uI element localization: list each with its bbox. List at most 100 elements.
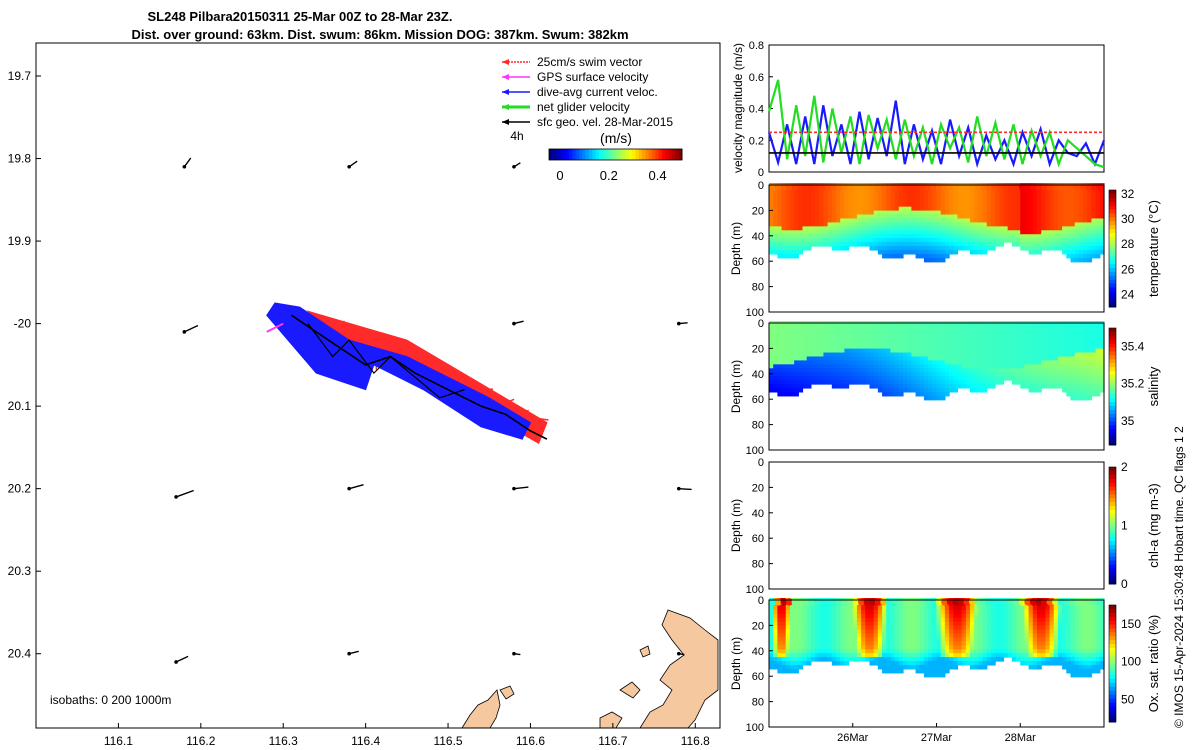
oxygen-cell — [965, 629, 971, 635]
temperature-colorbar-cell — [1109, 287, 1116, 292]
chl-colorbar-cell — [1109, 556, 1116, 562]
temperature-cell — [932, 210, 938, 216]
salinity-cell — [1053, 344, 1059, 350]
oxygen-cell — [769, 613, 774, 619]
oxygen-cell — [1095, 605, 1101, 611]
temperature-cell — [877, 214, 883, 220]
salinity-cell — [848, 356, 854, 362]
salinity-cell — [823, 376, 829, 381]
temperature-cell — [773, 218, 778, 224]
salinity-cell — [898, 336, 904, 342]
temperature-colorbar-cell — [1109, 201, 1116, 207]
salinity-cell — [886, 364, 892, 369]
temperature-cell — [1095, 230, 1101, 235]
oxygen-cell — [944, 664, 950, 670]
oxygen-cell — [995, 633, 1000, 639]
temperature-cell — [944, 234, 950, 239]
temperature-cell — [794, 202, 799, 208]
temperature-cell — [882, 202, 887, 208]
salinity-cell — [928, 344, 933, 350]
chl-colorbar-cell — [1109, 580, 1116, 585]
temperature-cell — [999, 222, 1005, 227]
salinity-colorbar-cell — [1109, 437, 1116, 442]
oxygen-cell — [923, 645, 929, 650]
oxygen-cell — [815, 613, 820, 619]
salinity-cell — [890, 372, 896, 377]
oxygen-cell — [789, 645, 795, 650]
salinity-cell — [911, 376, 917, 381]
temperature-cell — [970, 249, 975, 255]
temperature-cell — [1078, 242, 1084, 247]
oxygen-cell — [1037, 605, 1042, 611]
oxygen-cell — [911, 664, 917, 670]
oxygen-cell — [882, 641, 887, 646]
salinity-cell — [919, 387, 925, 393]
salinity-cell — [894, 328, 900, 334]
temperature-cell — [815, 222, 820, 227]
oxygen-cell — [823, 633, 829, 639]
temperature-cell — [1083, 257, 1088, 263]
salinity-cell — [856, 356, 862, 362]
salinity-cell — [877, 336, 883, 342]
salinity-cell — [986, 372, 992, 377]
oxygen-cell — [995, 613, 1000, 619]
temperature-cell — [781, 234, 787, 239]
oxygen-cell — [886, 645, 892, 650]
salinity-cell — [982, 372, 988, 377]
oxygen-cell — [777, 657, 783, 662]
temperature-cell — [886, 246, 892, 251]
temperature-cell — [827, 194, 833, 200]
oxygen-cell — [1020, 621, 1026, 627]
oxygen-cell — [999, 653, 1005, 658]
oxygen-cell — [1091, 637, 1097, 642]
salinity-cell — [831, 376, 837, 381]
salinity-cell — [781, 376, 787, 381]
temperature-cell — [1028, 206, 1034, 212]
oxygen-cell — [970, 609, 975, 615]
temperature-cell — [1087, 210, 1093, 216]
oxygen-cell — [919, 633, 925, 639]
oxygen-cell — [777, 621, 783, 627]
oxygen-cell — [815, 609, 820, 615]
temperature-cell — [1024, 238, 1030, 243]
salinity-cell — [794, 348, 799, 354]
salinity-colorbar-cell — [1109, 343, 1116, 348]
temperature-cell — [999, 230, 1005, 235]
oxygen-cell — [940, 653, 946, 658]
oxygen-cell — [1087, 653, 1093, 658]
oxygen-cell — [815, 657, 820, 662]
salinity-cell — [982, 352, 988, 358]
salinity-cell — [1095, 384, 1101, 389]
temperature-cell — [915, 242, 921, 247]
salinity-cell — [970, 360, 975, 365]
oxygen-cell — [861, 605, 866, 611]
temperature-cell — [907, 242, 912, 247]
salinity-cell — [928, 387, 933, 393]
temperature-cell — [802, 190, 808, 196]
salinity-cell — [773, 332, 778, 338]
chart-title-line2: Dist. over ground: 63km. Dist. swum: 86k… — [131, 27, 629, 42]
oxygen-cell — [1003, 641, 1009, 646]
geo-velocity-arrowhead — [347, 486, 351, 491]
salinity-cell — [1095, 348, 1101, 354]
time-x-tick-label: 27Mar — [921, 732, 953, 744]
temperature-cell — [773, 198, 778, 204]
salinity-cell — [932, 391, 938, 397]
oxygen-cell — [932, 668, 938, 674]
oxygen-cell — [999, 621, 1005, 627]
temperature-cell — [1011, 202, 1017, 208]
temperature-cell — [965, 242, 971, 247]
temperature-cell — [928, 257, 933, 263]
oxygen-cell — [974, 641, 979, 646]
salinity-cell — [781, 364, 787, 369]
temperature-cell — [1049, 222, 1055, 227]
oxygen-cell — [831, 633, 837, 639]
oxygen-cell — [815, 617, 820, 623]
oxygen-cell — [1045, 653, 1051, 658]
temperature-cell — [869, 242, 875, 247]
oxygen-cell — [907, 657, 912, 662]
salinity-y-tick-label: 60 — [752, 394, 764, 406]
temperature-cell — [848, 218, 854, 224]
temperature-cell — [932, 222, 938, 227]
salinity-cell — [882, 344, 887, 350]
